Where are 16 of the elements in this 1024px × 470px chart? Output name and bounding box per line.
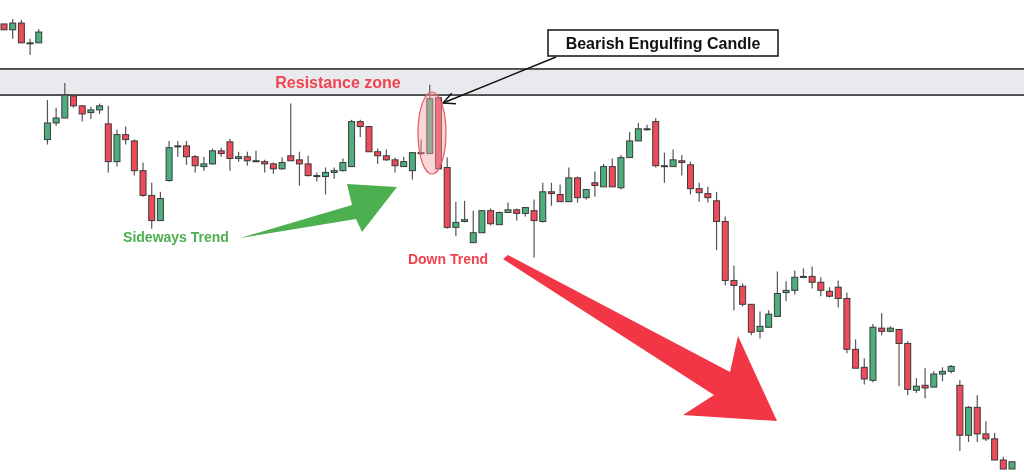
- candlestick: [322, 166, 330, 196]
- candlestick: [713, 191, 721, 251]
- candlestick: [574, 175, 582, 204]
- candlestick: [547, 182, 555, 207]
- candlestick: [773, 270, 781, 318]
- annotation: Down Trend: [407, 251, 489, 267]
- candlestick: [156, 191, 164, 222]
- annotation: Sideways Trend: [123, 229, 229, 245]
- candlestick: [182, 140, 190, 166]
- candlestick: [287, 103, 295, 162]
- candlestick: [686, 161, 694, 196]
- annotation: Bearish Engulfing Candle: [565, 34, 761, 52]
- candlestick: [695, 182, 703, 203]
- candlestick: [704, 186, 712, 204]
- candlestick: [739, 283, 747, 308]
- band-label: Resistance zone: [275, 73, 401, 91]
